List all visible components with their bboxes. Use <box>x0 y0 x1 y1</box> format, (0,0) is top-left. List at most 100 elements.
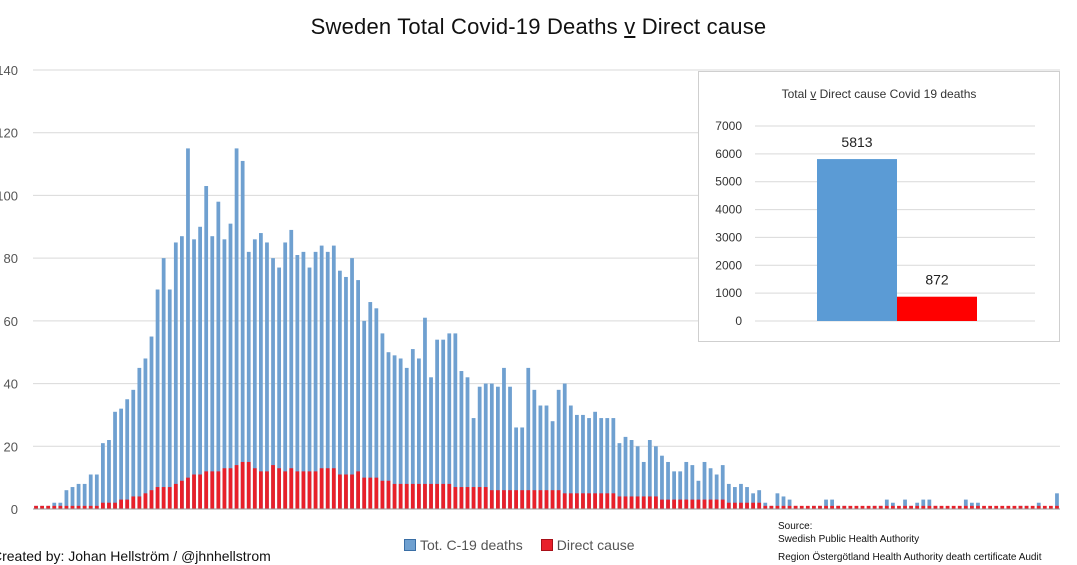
inset-y-tick-labels: 0 1000 2000 3000 4000 5000 6000 7000 <box>715 119 742 328</box>
bar-direct <box>945 505 950 509</box>
bar-total <box>775 493 780 509</box>
bar-direct <box>903 505 907 509</box>
bar-direct <box>805 505 810 509</box>
bar-direct <box>301 471 306 509</box>
bar-direct <box>1042 505 1047 509</box>
bar-direct <box>252 468 257 509</box>
bar-direct <box>1024 505 1029 509</box>
inset-y-tick-label: 4000 <box>715 203 742 217</box>
y-tick-label: 20 <box>4 439 18 454</box>
bar-direct <box>113 502 117 509</box>
inset-bars: 5813 872 <box>817 134 977 321</box>
bar-total <box>107 440 111 509</box>
bar-total <box>137 367 142 509</box>
bar-direct <box>872 505 877 509</box>
bar-direct <box>660 499 664 509</box>
bar-direct <box>283 471 288 509</box>
bar-total <box>702 461 707 509</box>
bar-total <box>119 408 123 509</box>
bar-direct <box>1012 505 1017 509</box>
bar-direct <box>496 490 500 509</box>
bar-direct <box>562 493 567 509</box>
bar-direct <box>246 461 251 509</box>
bar-total <box>180 236 184 509</box>
bar-direct <box>635 496 640 509</box>
bar-total <box>204 186 209 509</box>
bar-direct <box>435 483 439 509</box>
bar-direct <box>107 502 111 509</box>
bar-direct <box>459 487 464 509</box>
bar-direct <box>526 490 531 509</box>
bar-direct <box>131 496 136 509</box>
bar-direct <box>915 505 920 509</box>
bar-total <box>198 226 202 510</box>
bar-total <box>544 405 549 509</box>
y-tick-label: 140 <box>0 63 18 78</box>
bar-direct <box>690 499 695 509</box>
inset-bar-total <box>817 159 897 321</box>
bar-total <box>331 245 336 509</box>
bar-total <box>556 389 561 509</box>
bar-direct <box>76 505 81 509</box>
inset-bar-direct <box>897 296 977 321</box>
bar-total <box>423 317 427 509</box>
inset-y-tick-label: 5000 <box>715 175 742 189</box>
bar-total <box>82 483 87 509</box>
bar-total <box>265 242 269 509</box>
y-tick-label: 80 <box>4 251 18 266</box>
bar-direct <box>429 483 433 509</box>
bar-total <box>720 465 725 509</box>
bar-direct <box>161 487 166 509</box>
bar-total <box>380 333 385 509</box>
bar-total <box>350 258 354 509</box>
bar-total <box>751 493 755 509</box>
inset-y-tick-label: 6000 <box>715 147 742 161</box>
bar-direct <box>471 487 476 509</box>
bar-direct <box>331 468 336 509</box>
bar-direct <box>216 471 221 509</box>
bar-total <box>568 405 573 509</box>
bar-total <box>161 258 166 509</box>
bar-total <box>271 258 275 509</box>
bar-total <box>884 499 889 509</box>
bar-direct <box>483 487 488 509</box>
bar-direct <box>70 505 75 509</box>
bar-total <box>447 333 452 509</box>
bar-direct <box>720 499 725 509</box>
bar-direct <box>447 483 452 509</box>
bar-total <box>94 474 99 509</box>
y-axis-tick-labels: 0 20 40 60 80 100 120 140 <box>0 63 18 517</box>
bar-direct <box>52 505 57 509</box>
inset-y-tick-label: 1000 <box>715 286 742 300</box>
bar-direct <box>587 493 591 509</box>
bar-total <box>459 371 464 509</box>
bar-direct <box>982 505 986 509</box>
bar-direct <box>684 499 689 509</box>
bar-direct <box>781 505 786 509</box>
bar-total <box>228 223 233 509</box>
bar-direct <box>970 505 974 509</box>
bar-direct <box>180 480 184 509</box>
bar-direct <box>1049 505 1053 509</box>
bar-direct <box>453 487 458 509</box>
bar-direct <box>1018 505 1023 509</box>
bar-direct <box>994 505 999 509</box>
bar-total <box>410 349 415 509</box>
bar-direct <box>854 505 859 509</box>
bar-direct <box>404 483 409 509</box>
bar-direct <box>489 490 494 509</box>
bar-direct <box>259 471 263 509</box>
bar-direct <box>842 505 847 509</box>
title-underlined-v: v <box>624 14 636 39</box>
bar-direct <box>222 468 227 509</box>
bar-total <box>514 427 518 509</box>
bar-total <box>435 339 439 509</box>
y-tick-label: 0 <box>11 502 18 517</box>
bar-direct <box>149 490 154 509</box>
bar-total <box>240 160 245 509</box>
bar-direct <box>173 483 178 509</box>
bar-total <box>88 474 93 509</box>
bar-direct <box>465 487 470 509</box>
bar-direct <box>812 505 816 509</box>
bar-direct <box>891 505 895 509</box>
